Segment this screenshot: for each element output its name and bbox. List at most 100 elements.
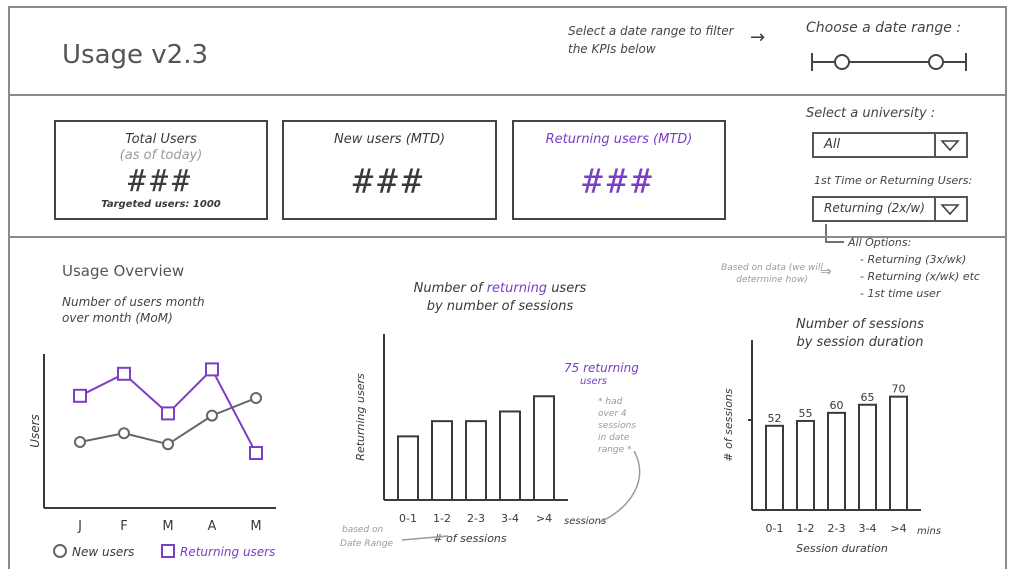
new-users-point (118, 427, 130, 440)
axis-note: Date Range (340, 539, 394, 549)
bar (397, 435, 419, 502)
x-tick-label: 0-1 (766, 522, 784, 535)
legend-returning-users-marker (161, 544, 175, 558)
option-item: - 1st time user (860, 287, 941, 300)
kpi-footer: Targeted users: 1000 (101, 199, 221, 210)
chart-title: Number of returning users (414, 281, 587, 296)
bar (765, 424, 784, 511)
kpi-title: Total Users (125, 132, 197, 147)
new-users-point (206, 409, 218, 422)
user-type-select-value: Returning (2x/w) (824, 201, 925, 215)
legend-returning-users-label: Returning users (180, 545, 275, 559)
y-axis-label: # of sessions (722, 388, 735, 462)
university-select-value: All (824, 137, 841, 152)
arrow-right-icon: ⇒ (820, 264, 832, 280)
returning-users-point (73, 388, 87, 403)
bar-annotation: 75 returning (564, 361, 639, 375)
annotation-note-line: * had (598, 397, 623, 407)
axis-note-arrow (401, 535, 449, 541)
overview-panel (8, 236, 1007, 569)
returning-users-point (161, 406, 175, 421)
x-tick-label: M (250, 519, 261, 534)
kpi-title: New users (MTD) (333, 132, 446, 147)
university-label: Select a university : (806, 106, 936, 121)
kpi-value: ### (582, 162, 656, 202)
x-tick-label: A (208, 519, 217, 534)
x-tick-label: >4 (536, 512, 552, 525)
bar (533, 395, 555, 501)
annotation-note-line: in date (598, 433, 630, 443)
date-range-note: Select a date range to filter the KPIs b… (568, 24, 734, 56)
sessions-duration-bar-chart: Number of sessions by session duration # o… (722, 317, 941, 555)
x-tick-label: F (120, 519, 127, 534)
y-axis-label: Users (28, 414, 42, 448)
y-axis-label: Returning users (354, 373, 367, 461)
data-label: 52 (768, 412, 782, 425)
returning-users-point (249, 446, 263, 460)
arrow-right-icon: → (750, 27, 766, 48)
x-tick-label: 3-4 (501, 512, 519, 525)
annotation-note-line: range * (598, 445, 632, 455)
returning-users-bar-chart: Number of returning users by number of se… (340, 281, 641, 549)
x-tick-label: 1-2 (797, 522, 815, 535)
options-note: Based on data (we will determine how) (721, 263, 823, 285)
overview-subtitle: Number of users month over month (MoM) (62, 295, 205, 325)
user-type-select[interactable]: Returning (2x/w) (812, 196, 968, 222)
options-title: All Options: (848, 236, 912, 249)
kpi-value: ### (352, 162, 427, 202)
chart-title: by session duration (796, 335, 923, 350)
options-connector (825, 224, 844, 243)
kpi-title: Returning users (MTD) (545, 132, 693, 147)
data-label: 60 (830, 399, 844, 412)
date-range-slider[interactable] (808, 50, 973, 74)
users-mom-line-chart: Users J F M A M New users Returning users (28, 354, 276, 559)
user-type-label: 1st Time or Returning Users: (814, 174, 973, 187)
data-label: 55 (799, 407, 813, 420)
bar-annotation-suffix: users (580, 376, 607, 387)
bar (858, 403, 877, 511)
axis-note: based on (342, 525, 384, 535)
x-tick-label: 1-2 (433, 512, 451, 525)
kpi-subtitle: (as of today) (119, 148, 203, 163)
x-tick-label: 3-4 (859, 522, 877, 535)
legend-new-users-label: New users (72, 545, 134, 559)
bar (465, 420, 487, 501)
university-select[interactable]: All (812, 132, 968, 158)
bar (499, 410, 521, 501)
returning-users-point (205, 362, 219, 377)
chart-title: by number of sessions (427, 299, 574, 314)
new-users-point (74, 436, 86, 448)
chevron-down-icon[interactable] (934, 134, 966, 156)
data-label: 70 (892, 383, 906, 396)
bar (889, 395, 908, 511)
annotation-note-line: sessions (598, 421, 636, 431)
x-tick-label: M (162, 519, 173, 534)
returning-users-point (117, 366, 131, 381)
kpi-returning-users: Returning users (MTD) ### (512, 120, 726, 220)
x-tick-label: 0-1 (399, 512, 417, 525)
overview-title: Usage Overview (62, 262, 185, 280)
option-item: - Returning (3x/wk) (860, 253, 967, 266)
new-users-point (162, 438, 174, 451)
note-arrow (599, 450, 641, 523)
chart-title: Number of sessions (796, 317, 924, 332)
legend-new-users-marker (53, 544, 67, 558)
bar (431, 420, 453, 501)
bar (796, 419, 815, 511)
chevron-down-icon[interactable] (934, 198, 966, 220)
x-axis-suffix: sessions (564, 516, 606, 527)
annotation-note-line: over 4 (598, 409, 627, 419)
kpi-value: ### (127, 164, 195, 199)
x-tick-label: 2-3 (828, 522, 846, 535)
x-tick-label: 2-3 (467, 512, 485, 525)
slider-end-handle (928, 54, 944, 70)
x-tick-label: >4 (890, 522, 906, 535)
x-tick-label: J (77, 519, 82, 534)
new-users-point (250, 392, 262, 404)
x-axis-label: # of sessions (433, 532, 507, 545)
date-range-label: Choose a date range : (806, 20, 962, 36)
data-label: 65 (861, 391, 875, 404)
bar (827, 411, 846, 511)
slider-start-handle (834, 54, 850, 70)
kpi-new-users: New users (MTD) ### (282, 120, 497, 220)
